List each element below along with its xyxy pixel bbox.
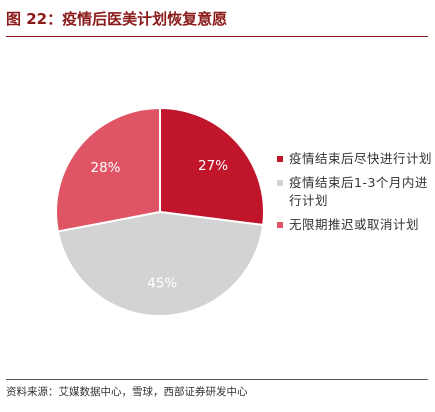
pie-slice-1	[159, 106, 265, 227]
legend-item: 无限期推迟或取消计划	[277, 216, 432, 234]
legend-label: 无限期推迟或取消计划	[289, 217, 420, 232]
pie-slice-2	[56, 210, 265, 317]
source-rule	[6, 379, 428, 380]
legend: 疫情结束后尽快进行计划 疫情结束后1-3个月内进行计划 无限期推迟或取消计划	[277, 150, 432, 240]
pie-chart: 27% 45% 28%	[55, 106, 265, 317]
slice-value-label: 45%	[147, 276, 177, 292]
legend-item: 疫情结束后1-3个月内进行计划	[277, 174, 432, 210]
legend-label: 疫情结束后1-3个月内进行计划	[289, 175, 428, 208]
figure-title: 图 22：疫情后医美计划恢复意愿	[6, 10, 228, 28]
title-rule	[6, 36, 428, 37]
source-note: 资料来源：艾媒数据中心，雪球，西部证券研发中心	[6, 386, 248, 398]
slice-value-label: 28%	[91, 160, 121, 176]
slice-value-label: 27%	[198, 158, 228, 174]
legend-item: 疫情结束后尽快进行计划	[277, 150, 432, 168]
legend-label: 疫情结束后尽快进行计划	[289, 151, 433, 166]
legend-marker	[277, 222, 283, 228]
legend-marker	[277, 156, 283, 162]
pie-slice-3	[55, 106, 161, 233]
legend-marker	[277, 180, 283, 186]
